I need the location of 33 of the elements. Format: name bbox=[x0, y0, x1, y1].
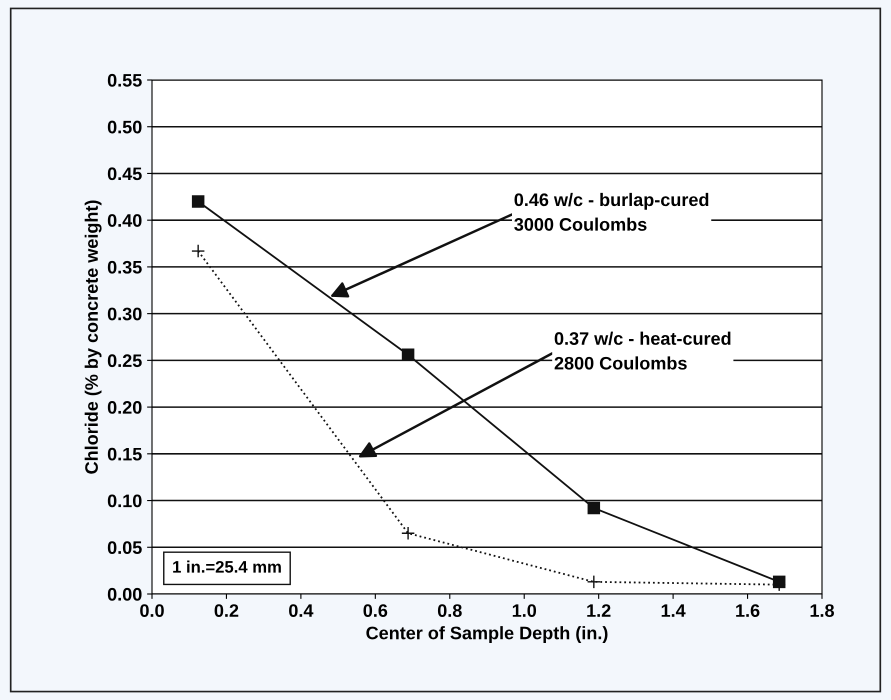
point bbox=[191, 244, 206, 258]
x-tick-label: 1.8 bbox=[810, 604, 834, 617]
y-tick-label: 0.50 bbox=[108, 120, 142, 134]
x-tick-label: 1.0 bbox=[512, 604, 536, 617]
x-tick-label: 1.4 bbox=[662, 604, 686, 617]
annotation: 1 in.=25.4 mm bbox=[173, 560, 281, 573]
y-tick-label: 0.30 bbox=[108, 308, 142, 320]
y-tick-label: 0.35 bbox=[108, 260, 142, 274]
point bbox=[588, 502, 600, 514]
y-tick-label: 0.05 bbox=[108, 541, 142, 554]
y-axis-title: Chloride (% by concrete weight) bbox=[84, 200, 102, 474]
point bbox=[402, 348, 414, 362]
x-tick-label: 0.4 bbox=[289, 604, 314, 617]
x-tick-label: 1.2 bbox=[587, 604, 610, 617]
point bbox=[401, 526, 416, 540]
y-tick-label: 0.40 bbox=[108, 214, 142, 227]
y-tick-label: 0.15 bbox=[108, 448, 142, 461]
point bbox=[586, 574, 601, 589]
x-tick-label: 0.0 bbox=[140, 604, 164, 617]
x-tick-label: 0.6 bbox=[364, 604, 388, 617]
y-tick-label: 0.25 bbox=[108, 354, 142, 368]
point bbox=[192, 195, 204, 208]
y-tick-label: 0.00 bbox=[108, 588, 142, 601]
annotation: 0.46 w/c - burlap-cured 3000 Coulombs bbox=[514, 192, 708, 231]
y-tick-label: 0.45 bbox=[108, 167, 142, 180]
y-tick-label: 0.55 bbox=[108, 74, 142, 87]
x-tick-label: 0.8 bbox=[438, 604, 462, 617]
y-tick-label: 0.20 bbox=[108, 401, 142, 414]
y-tick-label: 0.10 bbox=[108, 494, 142, 508]
x-axis-title: Center of Sample Depth (in.) bbox=[366, 626, 608, 643]
x-tick-label: 1.6 bbox=[736, 604, 760, 617]
annotation: 0.37 w/c - heat-cured 2800 Coulombs bbox=[554, 332, 730, 370]
x-tick-label: 0.2 bbox=[214, 604, 238, 617]
